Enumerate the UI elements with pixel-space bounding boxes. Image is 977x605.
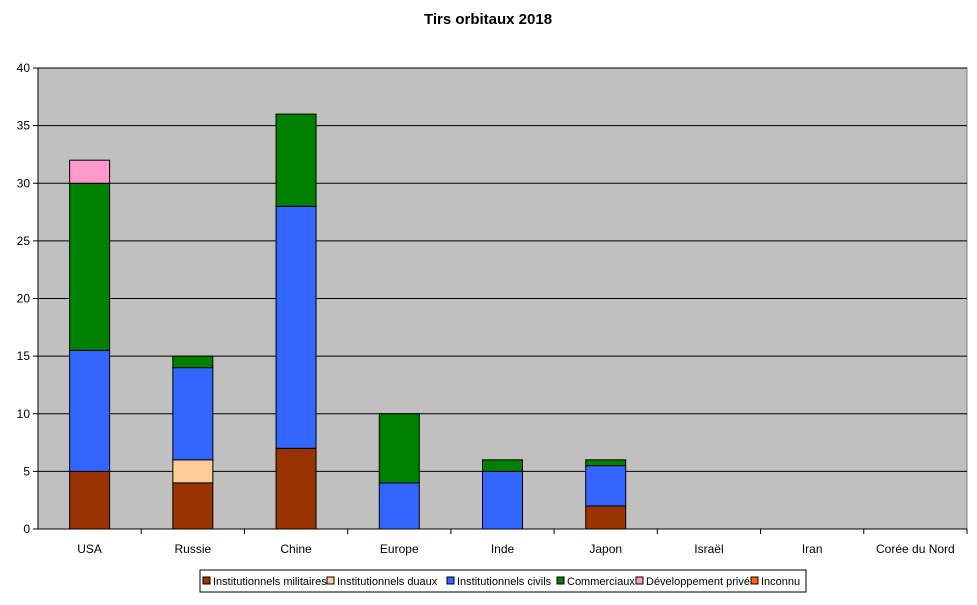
bar-segment <box>69 349 111 472</box>
bar-segment <box>275 205 317 449</box>
legend-box <box>199 569 807 593</box>
x-tick-label: Iran <box>802 542 823 556</box>
x-tick-label: Russie <box>174 542 211 556</box>
bar-segment <box>172 355 214 369</box>
bar-segment <box>69 470 111 530</box>
x-tick-label: Corée du Nord <box>876 542 955 556</box>
bar-segment <box>275 447 317 530</box>
bar-segment <box>172 482 214 530</box>
bar-segment <box>585 465 627 507</box>
legend-label: Institutionnels duaux <box>337 576 438 588</box>
bar-segment <box>275 113 317 207</box>
plot-area: 0 5 10 15 20 25 30 35 40 USA Russie Chine Europe Inde… <box>17 61 968 556</box>
x-tick-label: Europe <box>380 542 419 556</box>
bar-segment <box>585 505 627 530</box>
y-tick-label: 5 <box>23 464 30 478</box>
bar-segment <box>585 459 627 467</box>
legend-swatch <box>446 576 455 585</box>
bar-segment <box>172 367 214 461</box>
bar-segment <box>69 159 111 184</box>
legend-swatch <box>556 576 565 585</box>
bar-segment <box>482 470 523 530</box>
x-tick-label: Israël <box>694 542 723 556</box>
legend: Institutionnels militaires Institutionnel… <box>199 569 807 593</box>
x-tick-label: Inde <box>491 542 515 556</box>
x-tick-label: Chine <box>280 542 312 556</box>
legend-swatch <box>635 576 644 585</box>
chart-title: Tirs orbitaux 2018 <box>424 11 552 28</box>
y-tick-label: 15 <box>17 349 31 363</box>
x-tick-label: USA <box>77 542 102 556</box>
legend-swatch <box>202 576 211 585</box>
legend-label: Développement privé <box>646 576 750 588</box>
y-tick-label: 10 <box>17 407 31 421</box>
legend-swatch <box>750 576 759 585</box>
bar-segment <box>172 459 214 484</box>
legend-label: Institutionnels militaires <box>213 576 327 588</box>
x-tick-label: Japon <box>589 542 622 556</box>
bar-segment <box>378 482 420 530</box>
y-tick-label: 40 <box>17 61 31 75</box>
y-tick-label: 30 <box>17 176 31 190</box>
bar-segment <box>482 459 523 472</box>
legend-label: Institutionnels civils <box>457 576 552 588</box>
legend-swatch <box>326 576 335 585</box>
y-tick-label: 0 <box>23 522 30 536</box>
legend-label: Commerciaux <box>567 576 635 588</box>
y-tick-label: 35 <box>17 119 31 133</box>
bar-segment <box>378 413 420 484</box>
y-tick-label: 20 <box>17 292 31 306</box>
bar-segment <box>69 182 111 351</box>
y-tick-label: 25 <box>17 234 31 248</box>
legend-label: Inconnu <box>761 576 800 588</box>
